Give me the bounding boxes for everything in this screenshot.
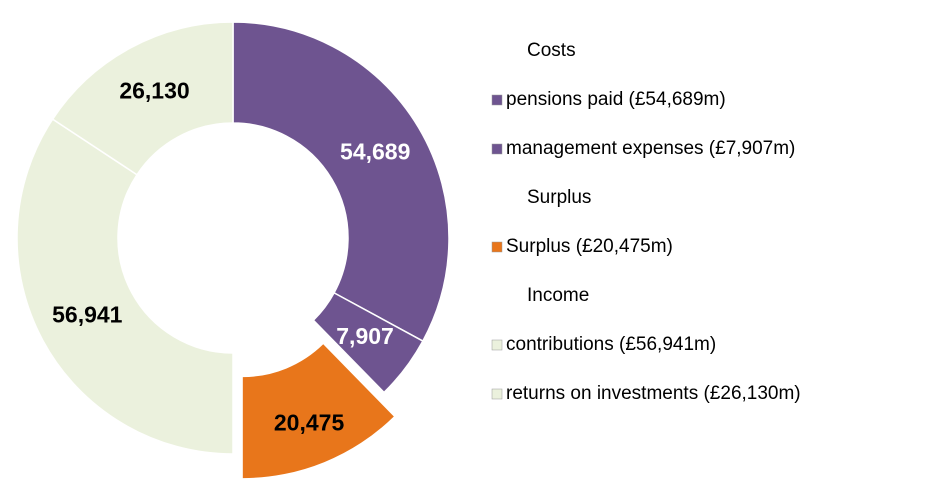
legend-swatch <box>491 241 503 253</box>
data-label: 20,475 <box>274 410 345 436</box>
legend-group-title: Income <box>527 285 589 306</box>
donut-slice <box>232 21 450 343</box>
legend-swatch <box>491 339 503 351</box>
donut-slice <box>51 21 234 176</box>
legend-label: returns on investments (£26,130m) <box>506 383 801 404</box>
data-label: 7,907 <box>336 323 394 349</box>
data-label: 54,689 <box>340 138 410 164</box>
donut-slice <box>312 291 424 394</box>
legend-label: pensions paid (£54,689m) <box>506 89 726 110</box>
donut-slice <box>242 344 394 479</box>
legend-label: management expenses (£7,907m) <box>506 138 795 159</box>
data-label: 56,941 <box>52 302 123 328</box>
legend-group-title: Surplus <box>527 187 591 208</box>
data-label: 26,130 <box>119 77 189 103</box>
legend-label: Surplus (£20,475m) <box>506 236 673 257</box>
legend-group-title: Costs <box>527 40 576 61</box>
legend-label: contributions (£56,941m) <box>506 334 716 355</box>
donut-slice <box>16 118 234 455</box>
legend-swatch <box>491 143 503 155</box>
legend-swatch <box>491 94 503 106</box>
legend-swatch <box>491 388 503 400</box>
